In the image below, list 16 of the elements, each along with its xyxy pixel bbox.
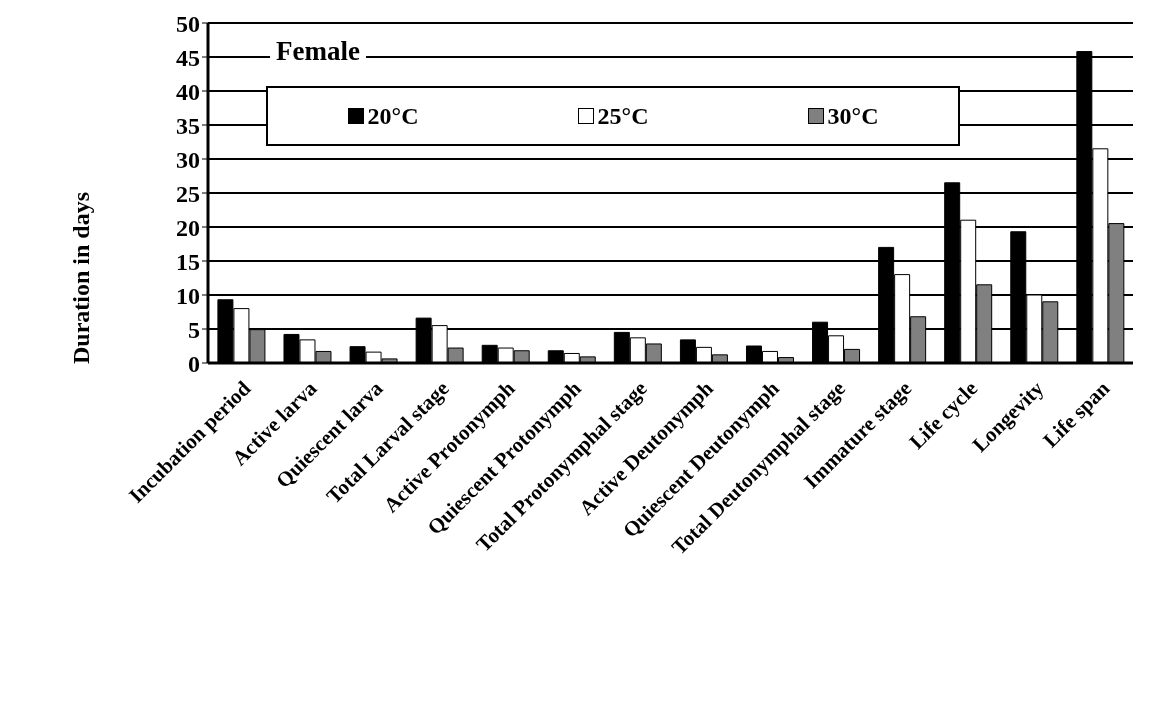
legend-label: 30°C — [826, 102, 879, 130]
y-tick-label: 5 — [188, 316, 200, 343]
y-tick-label: 15 — [176, 248, 200, 275]
y-axis-title: Duration in days — [68, 191, 95, 367]
y-tick-label: 45 — [176, 44, 200, 71]
y-tick-label: 0 — [188, 350, 200, 377]
y-tick-label: 20 — [176, 214, 200, 241]
y-tick-label: 30 — [176, 146, 200, 173]
annotation: Female — [270, 36, 366, 67]
y-tick-label: 25 — [176, 180, 200, 207]
y-tick-label: 10 — [176, 282, 200, 309]
y-tick-label: 40 — [176, 78, 200, 105]
legend-label: 25°C — [596, 102, 649, 130]
y-tick-label: 35 — [176, 112, 200, 139]
y-tick-label: 50 — [176, 10, 200, 37]
legend-label: 20°C — [366, 102, 419, 130]
